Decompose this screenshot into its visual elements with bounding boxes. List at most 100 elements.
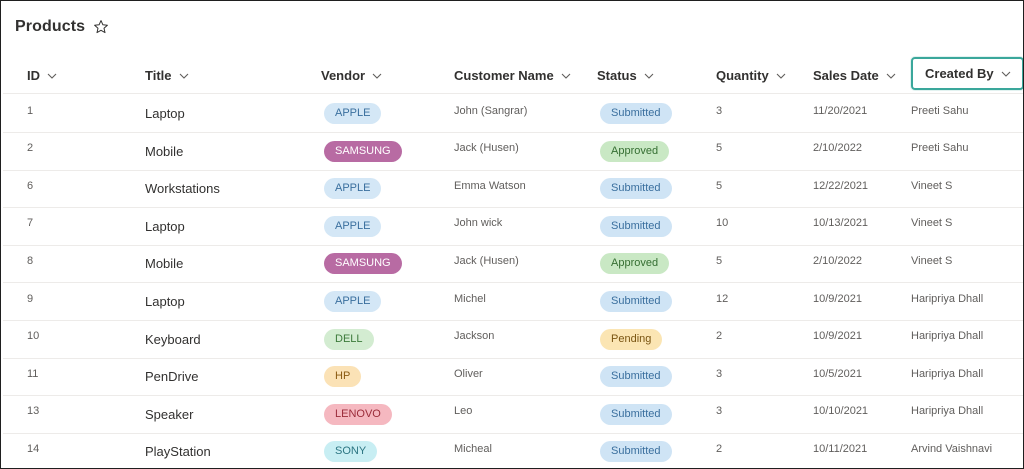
star-icon[interactable]	[93, 19, 109, 35]
cell-quantity: 5	[716, 167, 722, 204]
column-header-quantity[interactable]: Quantity	[716, 57, 787, 94]
table-row[interactable]: 7 Laptop APPLE John wick Submitted 10 10/13/20…	[3, 208, 1023, 246]
cell-value: PlayStation	[145, 444, 211, 460]
table-row[interactable]: 13 Speaker LENOVO Leo Submitted 3 10/10/2021 Ha…	[3, 396, 1023, 434]
cell-id: 6	[27, 167, 33, 204]
cell-value: PenDrive	[145, 369, 199, 385]
column-header-vendor[interactable]: Vendor	[321, 57, 383, 94]
cell-value: Laptop	[145, 294, 185, 309]
cell-value: 13	[27, 405, 40, 418]
status-badge: Submitted	[600, 366, 672, 388]
cell-status: Submitted	[600, 433, 672, 468]
cell-value: 7	[27, 217, 34, 230]
cell-value: 5	[716, 142, 723, 155]
status-badge: Submitted	[600, 215, 672, 237]
table-row[interactable]: 14 PlayStation SONY Micheal Submitted 2 10/11/…	[3, 433, 1023, 468]
cell-vendor: SONY	[324, 433, 378, 468]
cell-id: 2	[27, 130, 33, 167]
column-header-customer[interactable]: Customer Name	[454, 57, 572, 94]
column-header-created-by[interactable]: Created By	[911, 57, 1023, 90]
cell-id: 9	[27, 280, 33, 317]
cell-value: Mobile	[145, 143, 184, 159]
cell-status: Submitted	[600, 95, 672, 132]
cell-value: 2/10/2022	[813, 254, 862, 267]
cell-value: 10/13/2021	[813, 217, 869, 230]
cell-value: 3	[716, 104, 723, 117]
column-header-label: Customer Name	[454, 68, 554, 83]
cell-value: Vineet S	[911, 254, 953, 267]
cell-id: 8	[27, 242, 33, 279]
cell-id: 13	[27, 393, 39, 430]
table-row[interactable]: 6 Workstations APPLE Emma Watson Submitted 5 1…	[3, 167, 1023, 209]
table-row[interactable]: 2 Mobile SAMSUNG Jack (Husen) Approved 5 2/10/…	[3, 133, 1023, 171]
cell-title[interactable]: Mobile	[145, 133, 183, 170]
status-badge: Pending	[600, 328, 663, 350]
chevron-down-icon[interactable]	[46, 70, 58, 82]
cell-quantity: 5	[716, 130, 722, 167]
cell-title[interactable]: Workstations	[145, 170, 220, 207]
cell-value: Haripriya Dhall	[911, 292, 984, 305]
cell-quantity: 2	[716, 318, 722, 355]
cell-status: Submitted	[600, 396, 672, 433]
cell-value: 10/10/2021	[813, 405, 869, 418]
chevron-down-icon[interactable]	[560, 70, 572, 82]
cell-quantity: 3	[716, 355, 722, 392]
cell-title[interactable]: Laptop	[145, 208, 185, 245]
cell-sales-date: 10/9/2021	[813, 280, 862, 317]
vendor-pill: SONY	[324, 441, 378, 463]
column-header-status[interactable]: Status	[597, 57, 655, 94]
cell-created-by: Haripriya Dhall	[911, 355, 983, 392]
cell-value: Jack (Husen)	[454, 254, 519, 267]
cell-value: 2	[716, 442, 723, 455]
column-header-label: Quantity	[716, 68, 769, 83]
cell-value: Arvind Vaishnavi	[911, 442, 993, 455]
table-row[interactable]: 1 Laptop APPLE John (Sangrar) Submitted 3 11/2…	[3, 95, 1023, 133]
cell-title[interactable]: Speaker	[145, 396, 193, 433]
cell-customer: John wick	[454, 205, 502, 242]
cell-title[interactable]: Keyboard	[145, 321, 201, 358]
cell-created-by: Preeti Sahu	[911, 92, 968, 129]
cell-sales-date: 10/10/2021	[813, 393, 868, 430]
cell-customer: John (Sangrar)	[454, 92, 527, 129]
cell-title[interactable]: Mobile	[145, 245, 183, 282]
cell-value: 2/10/2022	[813, 142, 862, 155]
cell-value: 10	[27, 330, 40, 343]
chevron-down-icon[interactable]	[775, 70, 787, 82]
cell-quantity: 3	[716, 393, 722, 430]
vendor-pill: SAMSUNG	[324, 253, 402, 275]
column-header-label: Vendor	[321, 68, 366, 83]
chevron-down-icon[interactable]	[178, 70, 190, 82]
cell-value: Oliver	[454, 367, 483, 380]
vendor-pill: APPLE	[324, 103, 382, 124]
cell-value: Michel	[454, 292, 486, 305]
column-header-sales-date[interactable]: Sales Date	[813, 57, 897, 94]
cell-vendor: SAMSUNG	[324, 245, 402, 282]
cell-title[interactable]: PlayStation	[145, 433, 211, 468]
cell-value: Haripriya Dhall	[911, 367, 984, 380]
vendor-pill: SAMSUNG	[324, 140, 402, 162]
chevron-down-icon[interactable]	[885, 70, 897, 82]
cell-title[interactable]: Laptop	[145, 95, 185, 132]
cell-value: Micheal	[454, 442, 492, 455]
cell-value: 10	[716, 217, 729, 230]
cell-value: 6	[27, 179, 34, 192]
chevron-down-icon[interactable]	[643, 70, 655, 82]
status-badge: Submitted	[600, 403, 672, 425]
cell-title[interactable]: Laptop	[145, 283, 185, 320]
cell-sales-date: 2/10/2022	[813, 242, 862, 279]
status-badge: Approved	[600, 140, 670, 162]
table-row[interactable]: 11 PenDrive HP Oliver Submitted 3 10/5/2021 Har…	[3, 355, 1023, 397]
chevron-down-icon[interactable]	[1000, 68, 1012, 80]
chevron-down-icon[interactable]	[371, 70, 383, 82]
column-header-title[interactable]: Title	[145, 57, 190, 94]
cell-vendor: APPLE	[324, 283, 382, 320]
table-row[interactable]: 8 Mobile SAMSUNG Jack (Husen) Approved 5 2/10/…	[3, 242, 1023, 284]
table-row[interactable]: 9 Laptop APPLE Michel Submitted 12 10/9/2021 Ha…	[3, 283, 1023, 321]
column-header-id[interactable]: ID	[27, 57, 58, 94]
cell-customer: Jackson	[454, 318, 494, 355]
column-header-label: Title	[145, 68, 172, 83]
table-row[interactable]: 10 Keyboard DELL Jackson Pending 2 10/9/2021 Ha…	[3, 321, 1023, 359]
cell-title[interactable]: PenDrive	[145, 358, 198, 395]
cell-value: 12	[716, 292, 729, 305]
